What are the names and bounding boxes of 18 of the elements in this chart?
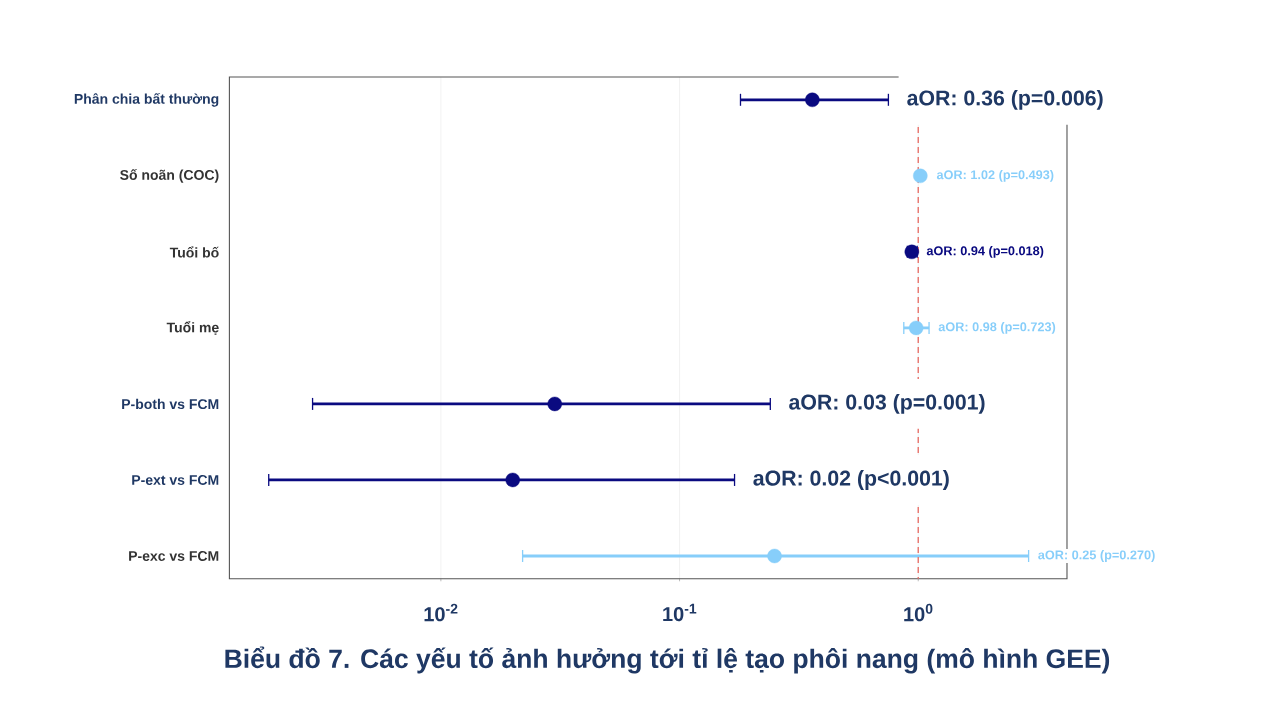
- y-tick-label: Tuổi mẹ: [166, 320, 219, 335]
- annotation: aOR: 0.36 (p=0.006): [907, 89, 1103, 110]
- annotation: aOR: 0.94 (p=0.018): [926, 245, 1044, 258]
- x-tick-label: 10$^{-1}$: [663, 603, 697, 622]
- x-tick-label: 10$^{-2}$: [424, 603, 458, 622]
- y-tick-label: Phân chia bất thường: [74, 92, 219, 107]
- x-tick-label: 10$^{0}$: [904, 603, 933, 622]
- annotation: aOR: 0.25 (p=0.270): [1038, 550, 1155, 562]
- y-tick-label: Tuổi bố: [169, 246, 219, 258]
- annotation: aOR: 0.02 (p<0.001): [753, 470, 949, 490]
- annotation: aOR: 0.03 (p=0.001): [789, 393, 985, 414]
- annotation: aOR: 0.98 (p=0.723): [938, 321, 1056, 334]
- y-tick-label: P-ext vs FCM: [132, 474, 219, 485]
- y-tick-label: Số noãn (COC): [120, 169, 219, 183]
- text: Biểu đồ 7. Các yếu tố ảnh hưởng tới tỉ lệ tạo phôi nang (mô hình GEE): [225, 646, 1110, 674]
- y-tick-label: P-exc vs FCM: [129, 551, 219, 561]
- annotation: aOR: 1.02 (p=0.493): [936, 169, 1054, 182]
- y-tick-label: P-both vs FCM: [122, 398, 219, 410]
